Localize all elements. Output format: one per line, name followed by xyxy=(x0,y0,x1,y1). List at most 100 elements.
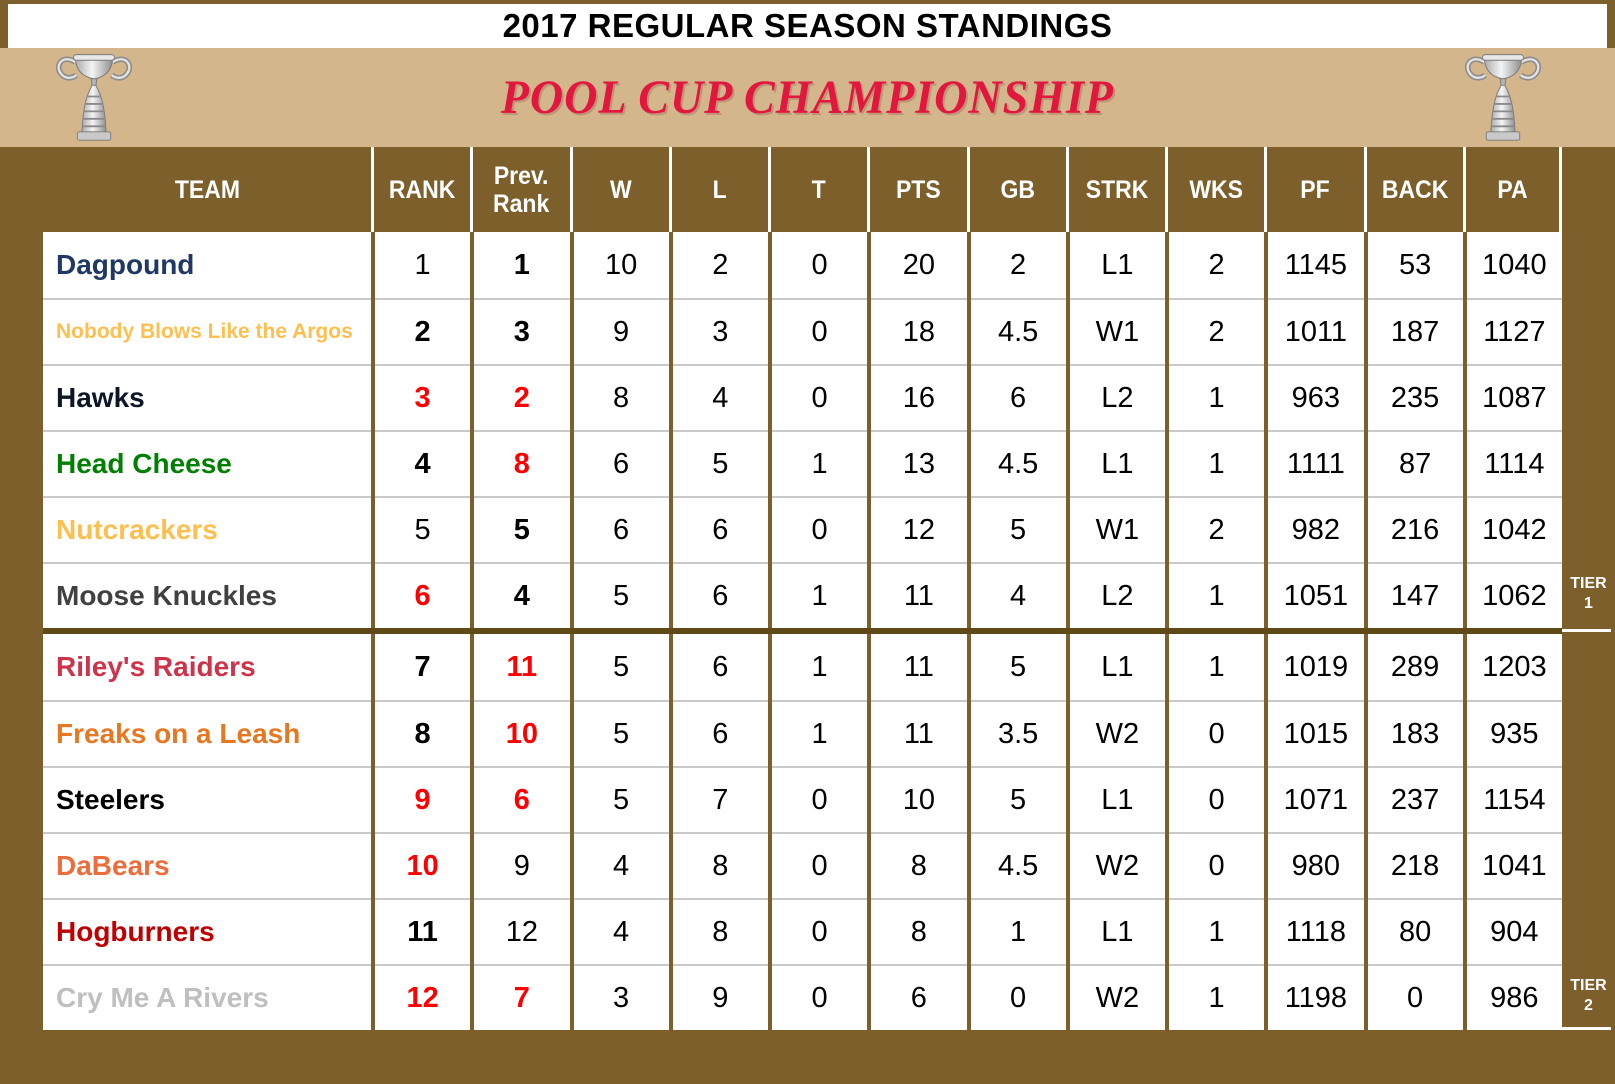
weeks-cell: 0 xyxy=(1169,766,1265,832)
prev-rank-cell: 9 xyxy=(474,832,570,898)
streak-cell: W2 xyxy=(1069,700,1165,766)
rank-cell: 3 xyxy=(375,364,471,430)
points-for-cell: 1051 xyxy=(1268,562,1364,628)
table-row: Cry Me A Rivers 12 7 3 9 0 6 0 W2 1 1198… xyxy=(43,964,1562,1030)
ties-cell: 1 xyxy=(772,430,868,496)
tier-1-badge: TIER 1 xyxy=(1562,574,1615,614)
prev-rank-cell: 10 xyxy=(474,700,570,766)
tier-1-label: TIER xyxy=(1570,575,1607,592)
losses-cell: 6 xyxy=(672,634,768,700)
table-row: Steelers 9 6 5 7 0 10 5 L1 0 1071 237 11… xyxy=(43,766,1562,832)
wins-cell: 6 xyxy=(573,430,669,496)
header-prev-rank: Prev. Rank xyxy=(470,147,569,232)
losses-cell: 3 xyxy=(672,298,768,364)
weeks-cell: 0 xyxy=(1169,832,1265,898)
weeks-cell: 1 xyxy=(1169,364,1265,430)
points-cell: 11 xyxy=(871,634,967,700)
rank-cell: 10 xyxy=(375,832,471,898)
championship-title: POOL CUP CHAMPIONSHIP xyxy=(500,71,1115,124)
team-name: Hogburners xyxy=(43,898,371,964)
team-name: Head Cheese xyxy=(43,430,371,496)
points-cell: 6 xyxy=(871,964,967,1030)
table-row: Head Cheese 4 8 6 5 1 13 4.5 L1 1 1111 8… xyxy=(43,430,1562,496)
header-team: TEAM xyxy=(174,175,240,204)
back-cell: 187 xyxy=(1367,298,1463,364)
prev-rank-cell: 1 xyxy=(474,232,570,298)
ties-cell: 0 xyxy=(772,832,868,898)
games-back-cell: 1 xyxy=(970,898,1066,964)
losses-cell: 2 xyxy=(672,232,768,298)
wins-cell: 3 xyxy=(573,964,669,1030)
streak-cell: L1 xyxy=(1069,430,1165,496)
points-for-cell: 982 xyxy=(1268,496,1364,562)
back-cell: 218 xyxy=(1367,832,1463,898)
prev-rank-cell: 7 xyxy=(474,964,570,1030)
ties-cell: 0 xyxy=(772,496,868,562)
streak-cell: W2 xyxy=(1069,832,1165,898)
points-for-cell: 1011 xyxy=(1268,298,1364,364)
header-streak: STRK xyxy=(1065,147,1165,232)
games-back-cell: 6 xyxy=(970,364,1066,430)
streak-cell: L1 xyxy=(1069,898,1165,964)
back-cell: 147 xyxy=(1367,562,1463,628)
points-cell: 16 xyxy=(871,364,967,430)
ties-cell: 0 xyxy=(772,766,868,832)
header-games-back: GB xyxy=(966,147,1066,232)
wins-cell: 10 xyxy=(573,232,669,298)
wins-cell: 9 xyxy=(573,298,669,364)
team-name: Steelers xyxy=(43,766,371,832)
points-against-cell: 1127 xyxy=(1466,298,1562,364)
weeks-cell: 1 xyxy=(1169,562,1265,628)
championship-banner: POOL CUP CHAMPIONSHIP xyxy=(0,48,1615,147)
points-cell: 10 xyxy=(871,766,967,832)
points-against-cell: 904 xyxy=(1466,898,1562,964)
prev-rank-cell: 12 xyxy=(474,898,570,964)
ties-cell: 0 xyxy=(772,898,868,964)
tier-1-number: 1 xyxy=(1584,595,1593,612)
tier-divider-line xyxy=(43,628,1562,634)
points-against-cell: 935 xyxy=(1466,700,1562,766)
games-back-cell: 4.5 xyxy=(970,430,1066,496)
weeks-cell: 1 xyxy=(1169,964,1265,1030)
prev-rank-cell: 2 xyxy=(474,364,570,430)
prev-rank-cell: 11 xyxy=(474,634,570,700)
rank-cell: 11 xyxy=(375,898,471,964)
header-back: BACK xyxy=(1363,147,1463,232)
games-back-cell: 0 xyxy=(970,964,1066,1030)
table-header-row: TEAM RANK Prev. Rank W L T PTS GB STRK W… xyxy=(43,147,1562,232)
rank-cell: 1 xyxy=(375,232,471,298)
streak-cell: W2 xyxy=(1069,964,1165,1030)
games-back-cell: 5 xyxy=(970,766,1066,832)
tier-1-underline xyxy=(1562,629,1611,632)
points-cell: 18 xyxy=(871,298,967,364)
header-rank: RANK xyxy=(371,147,470,232)
points-cell: 13 xyxy=(871,430,967,496)
games-back-cell: 5 xyxy=(970,496,1066,562)
team-name: Cry Me A Rivers xyxy=(43,964,371,1030)
games-back-cell: 4 xyxy=(970,562,1066,628)
rank-cell: 9 xyxy=(375,766,471,832)
team-name: Moose Knuckles xyxy=(43,562,371,628)
ties-cell: 0 xyxy=(772,232,868,298)
points-cell: 8 xyxy=(871,832,967,898)
wins-cell: 5 xyxy=(573,562,669,628)
weeks-cell: 2 xyxy=(1169,496,1265,562)
streak-cell: W1 xyxy=(1069,496,1165,562)
back-cell: 80 xyxy=(1367,898,1463,964)
losses-cell: 6 xyxy=(672,496,768,562)
points-for-cell: 1198 xyxy=(1268,964,1364,1030)
losses-cell: 7 xyxy=(672,766,768,832)
weeks-cell: 1 xyxy=(1169,634,1265,700)
points-cell: 11 xyxy=(871,562,967,628)
ties-cell: 0 xyxy=(772,964,868,1030)
losses-cell: 8 xyxy=(672,898,768,964)
wins-cell: 5 xyxy=(573,700,669,766)
team-name: Riley's Raiders xyxy=(43,634,371,700)
team-name: Freaks on a Leash xyxy=(43,700,371,766)
team-name: DaBears xyxy=(43,832,371,898)
streak-cell: L2 xyxy=(1069,562,1165,628)
losses-cell: 6 xyxy=(672,562,768,628)
back-cell: 216 xyxy=(1367,496,1463,562)
weeks-cell: 1 xyxy=(1169,430,1265,496)
